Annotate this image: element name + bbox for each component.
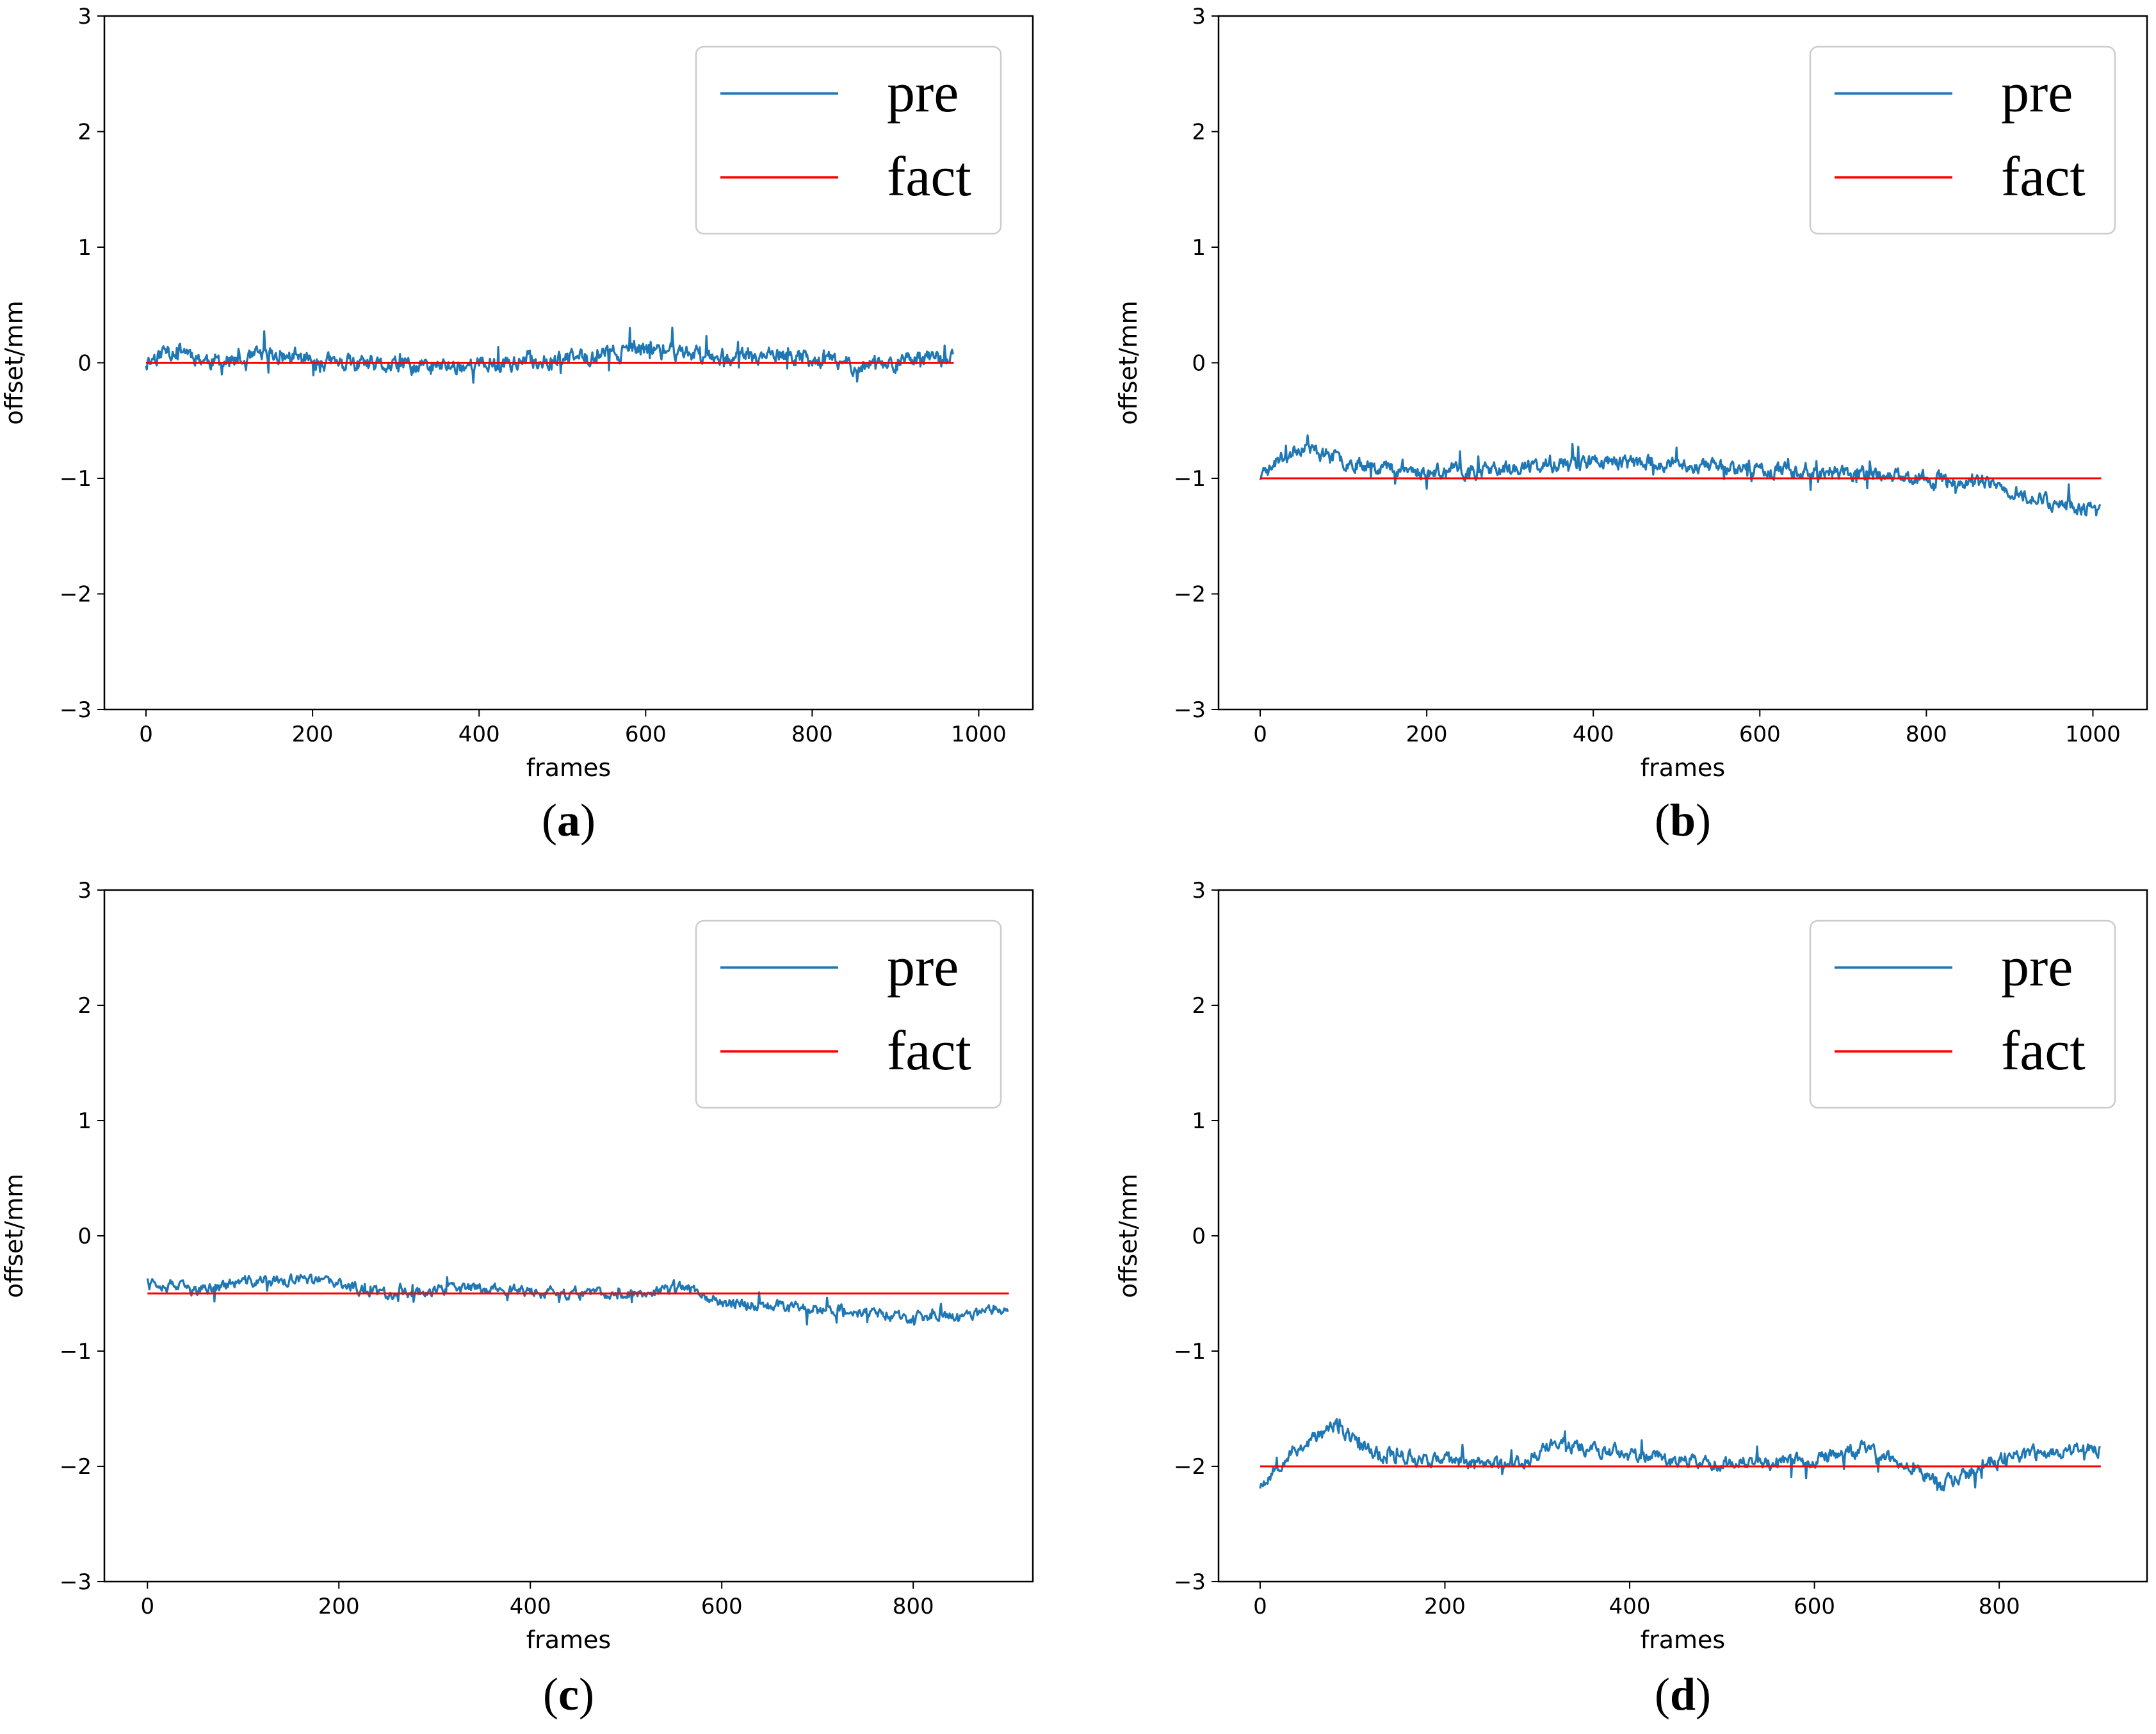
y-tick-label: 0 <box>77 1224 92 1249</box>
x-tick-label: 600 <box>1794 1594 1835 1619</box>
x-tick-label: 600 <box>1739 722 1781 747</box>
y-tick-label: 0 <box>1192 1224 1206 1249</box>
x-axis-label: frames <box>1641 1626 1725 1654</box>
y-tick-label: 2 <box>77 120 92 145</box>
y-axis-label: offset/mm <box>1114 1174 1142 1298</box>
y-tick-label: −2 <box>60 1454 92 1480</box>
plot-frame <box>1217 889 2148 1583</box>
x-tick-label: 800 <box>791 722 833 747</box>
panel-caption: (a) <box>542 795 596 846</box>
x-tick-label: 800 <box>893 1594 934 1619</box>
plot-frame <box>1217 15 2148 711</box>
y-tick-label: 0 <box>77 351 92 377</box>
panel-a: 0 200 400 600 800 1000 −3 −2 −1 0 1 2 3 frames offset/… <box>0 4 1034 846</box>
plot-frame <box>103 15 1034 711</box>
x-tick-label: 1000 <box>951 722 1007 747</box>
y-tick-label: 1 <box>1192 235 1206 261</box>
y-tick-label: −1 <box>60 466 92 492</box>
y-tick-label: −3 <box>1174 1569 1206 1595</box>
y-tick-label: −3 <box>60 697 92 723</box>
y-tick-label: 3 <box>1192 4 1206 29</box>
y-tick-label: −2 <box>1174 582 1206 608</box>
panel-c: 0 200 400 600 800 −3 −2 −1 0 1 2 3 frames offset/mm pr… <box>0 878 1034 1720</box>
x-tick-label: 600 <box>701 1594 743 1619</box>
panel-b: 0 200 400 600 800 1000 −3 −2 −1 0 1 2 3 frames offset/… <box>1114 4 2148 846</box>
y-tick-label: 1 <box>1192 1108 1206 1134</box>
legend-label-pre: pre <box>2001 936 2073 998</box>
x-tick-label: 800 <box>1979 1594 2020 1619</box>
x-tick-label: 600 <box>625 722 667 747</box>
x-tick-label: 0 <box>140 1594 154 1619</box>
series-line-pre <box>1259 1418 2101 1492</box>
x-tick-label: 0 <box>139 722 153 747</box>
plot-frame <box>103 889 1034 1583</box>
x-tick-label: 800 <box>1906 722 1947 747</box>
x-tick-label: 0 <box>1253 1594 1267 1619</box>
panel-caption: (d) <box>1655 1669 1711 1720</box>
y-tick-label: 0 <box>1192 351 1206 377</box>
y-axis-label: offset/mm <box>0 1174 28 1298</box>
y-tick-label: 2 <box>77 993 92 1019</box>
x-axis-label: frames <box>526 754 611 782</box>
x-tick-label: 400 <box>1573 722 1614 747</box>
y-tick-label: 1 <box>77 1108 92 1134</box>
legend-label-pre: pre <box>887 62 959 124</box>
y-tick-label: 2 <box>1192 120 1206 145</box>
x-tick-label: 1000 <box>2065 722 2121 747</box>
y-tick-label: −1 <box>1174 466 1206 492</box>
panel-d: 0 200 400 600 800 −3 −2 −1 0 1 2 3 frames offset/mm pr… <box>1114 878 2148 1720</box>
x-tick-label: 400 <box>510 1594 551 1619</box>
x-tick-label: 200 <box>1424 1594 1466 1619</box>
panel-caption: (c) <box>543 1669 594 1720</box>
legend-label-fact: fact <box>887 146 971 208</box>
legend-label-fact: fact <box>2001 1020 2086 1082</box>
y-tick-label: 3 <box>1192 878 1206 903</box>
y-tick-label: −1 <box>60 1339 92 1365</box>
y-tick-label: 3 <box>77 878 92 903</box>
series-line-pre <box>1259 434 2102 517</box>
legend-label-fact: fact <box>887 1020 971 1082</box>
legend-label-pre: pre <box>887 936 959 998</box>
legend-label-pre: pre <box>2001 62 2073 124</box>
y-axis-label: offset/mm <box>0 300 28 425</box>
x-axis-label: frames <box>526 1626 611 1654</box>
x-tick-label: 200 <box>1406 722 1448 747</box>
y-tick-label: −3 <box>60 1569 92 1595</box>
x-tick-label: 400 <box>458 722 500 747</box>
y-axis-label: offset/mm <box>1114 300 1142 425</box>
y-tick-label: −2 <box>1174 1454 1206 1480</box>
series-line-pre <box>146 1273 1009 1326</box>
y-tick-label: −1 <box>1174 1339 1206 1365</box>
y-tick-label: −2 <box>60 582 92 608</box>
y-tick-label: 3 <box>77 4 92 29</box>
y-tick-label: 1 <box>77 235 92 261</box>
series-line-pre <box>145 327 954 384</box>
x-axis-label: frames <box>1641 754 1725 782</box>
panel-caption: (b) <box>1655 795 1711 846</box>
x-tick-label: 0 <box>1253 722 1267 747</box>
y-tick-label: 2 <box>1192 993 1206 1019</box>
legend-label-fact: fact <box>2001 146 2086 208</box>
x-tick-label: 200 <box>318 1594 360 1619</box>
x-tick-label: 200 <box>292 722 334 747</box>
x-tick-label: 400 <box>1609 1594 1651 1619</box>
y-tick-label: −3 <box>1174 697 1206 723</box>
